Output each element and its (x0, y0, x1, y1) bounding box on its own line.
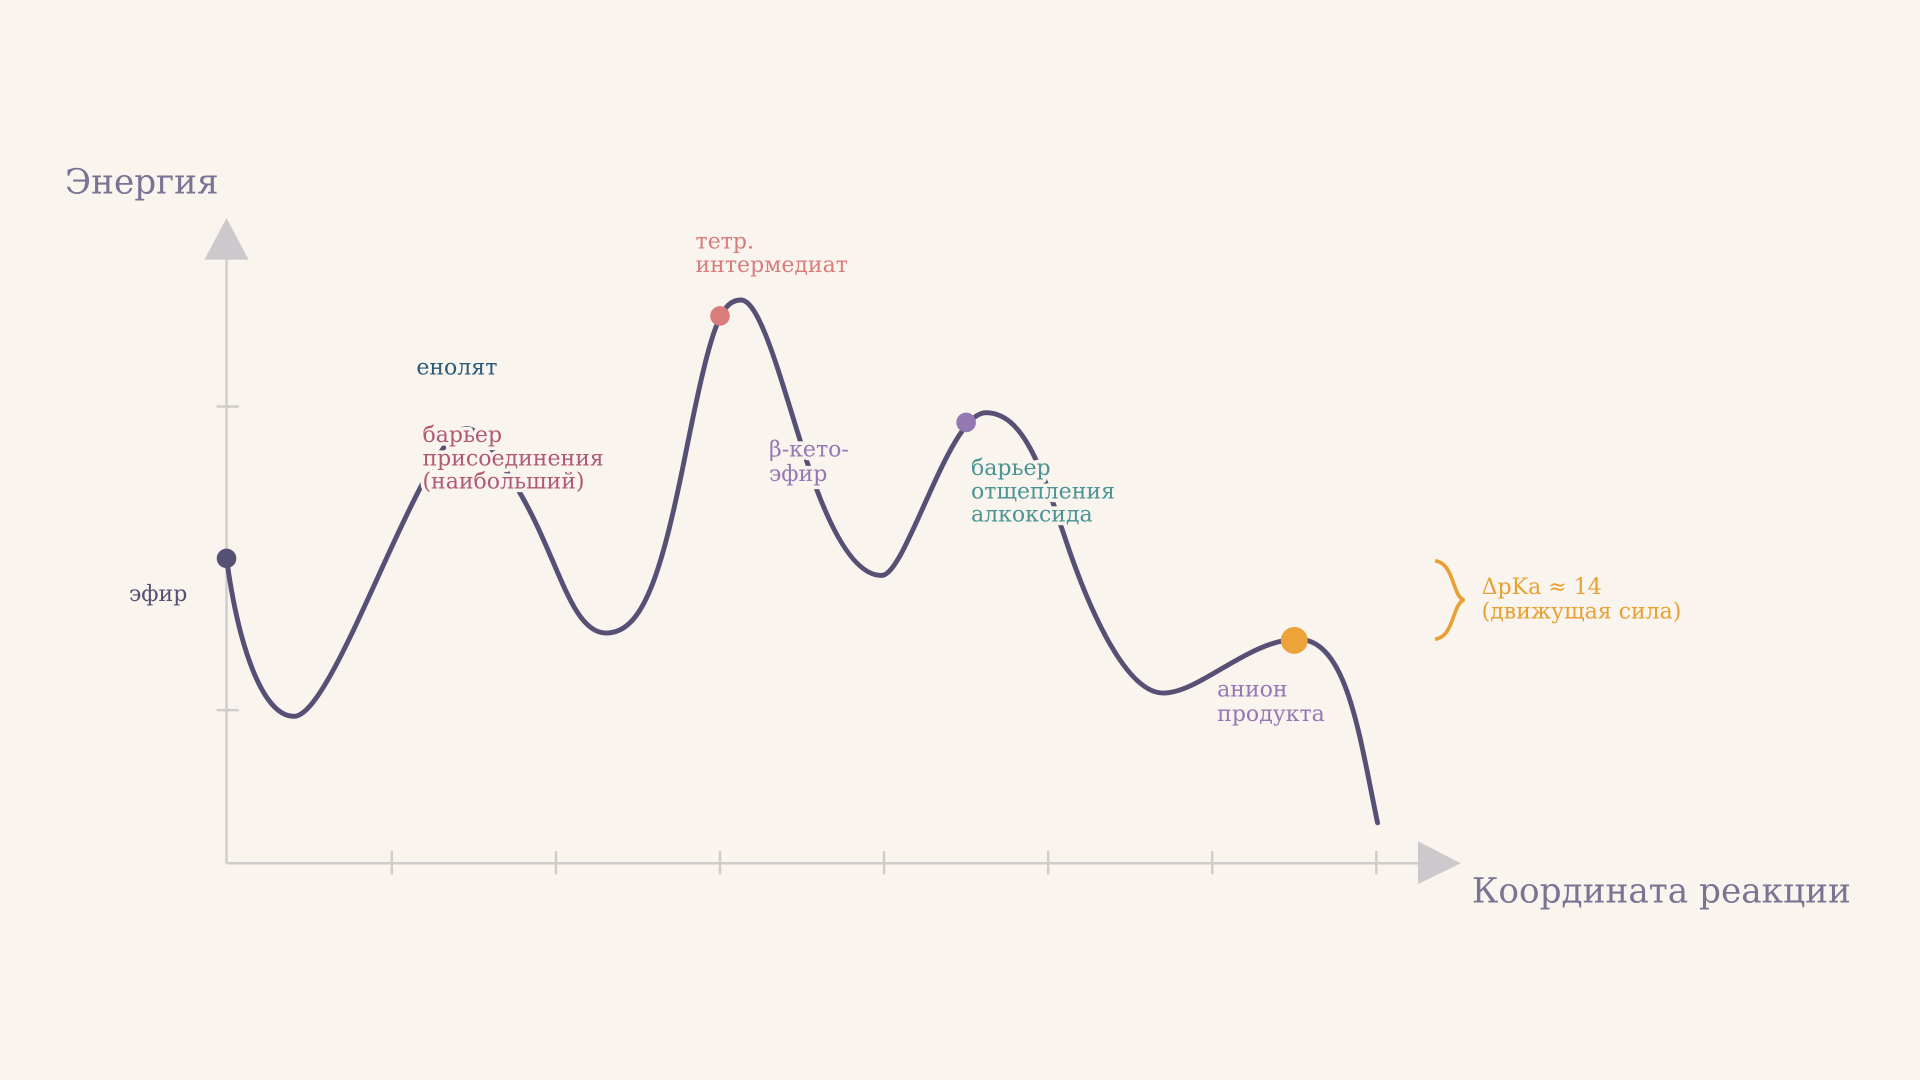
brace (1434, 558, 1466, 642)
label: эфир (129, 582, 187, 607)
point (710, 306, 730, 326)
y-axis-title: Энергия (65, 162, 219, 202)
label: отщепления (971, 479, 1115, 504)
point (216, 548, 237, 569)
energy-curve (224, 297, 1380, 826)
label: алкоксида (971, 503, 1093, 528)
label: анион (1217, 678, 1287, 703)
label: β-кето- (769, 438, 849, 463)
label: ΔpKa ≈ 14 (1482, 575, 1602, 600)
y-arrow (204, 217, 249, 260)
label: (движущая сила) (1482, 599, 1682, 624)
label: продукта (1217, 702, 1325, 727)
label: барьер (971, 456, 1051, 481)
label: (наибольший) (422, 470, 584, 495)
point (1280, 626, 1308, 654)
label: тетр. (696, 230, 755, 255)
label: эфир (769, 462, 827, 487)
label: интермедиат (696, 253, 848, 278)
x-axis-title: Координата реакции (1472, 871, 1851, 911)
label: енолят (416, 356, 497, 381)
point (956, 412, 976, 433)
x-arrow (1417, 841, 1461, 885)
label: присоединения (422, 446, 603, 471)
label: барьер (422, 423, 502, 448)
